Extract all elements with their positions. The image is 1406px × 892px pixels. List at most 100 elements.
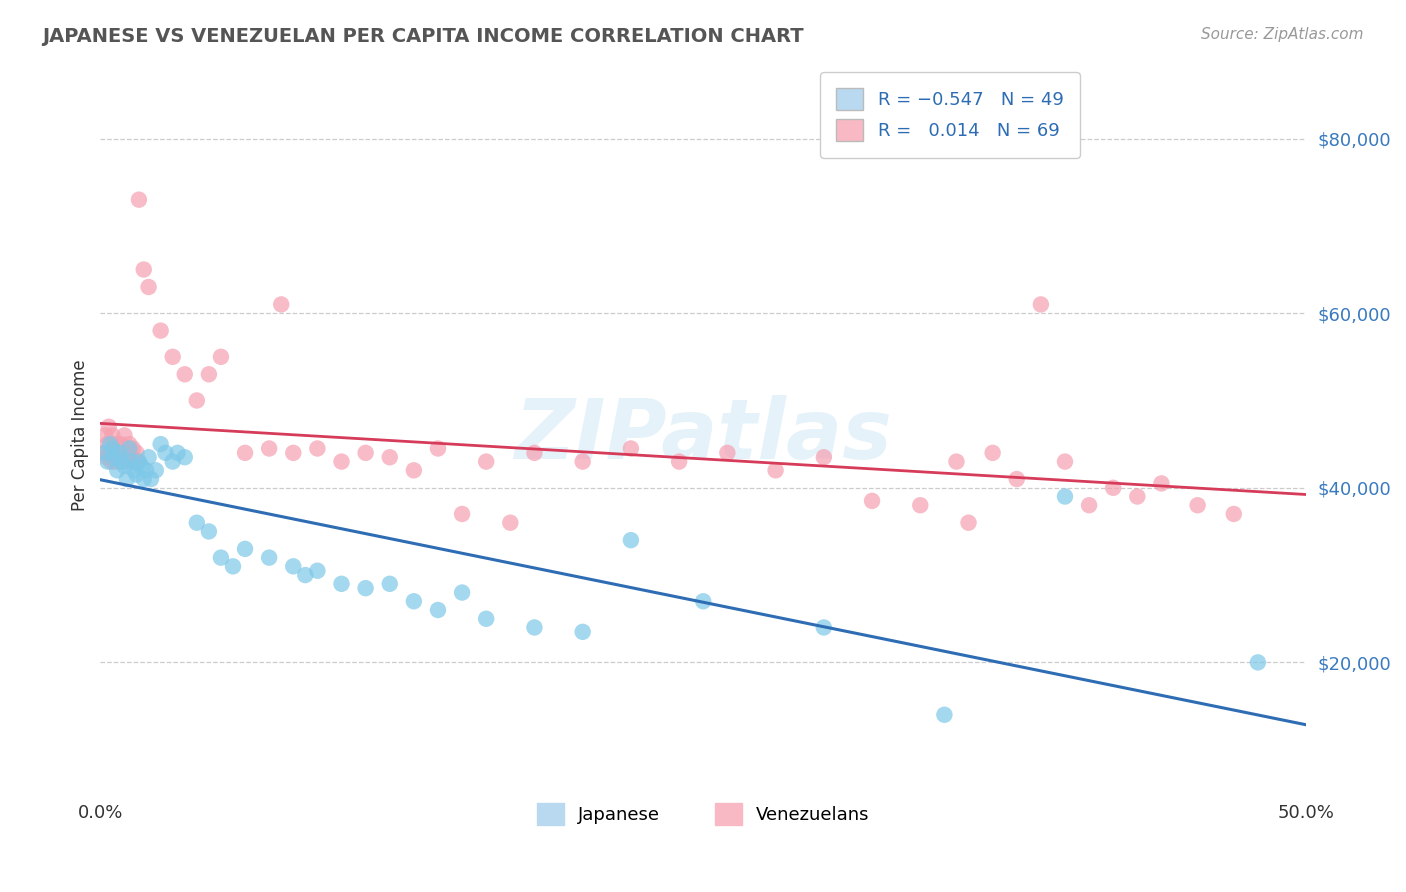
Point [127, 454, 149, 468]
Point [668, 454, 690, 468]
Point [118, 442, 141, 456]
Point [427, 442, 450, 456]
Point [110, 437, 132, 451]
Point [813, 620, 835, 634]
Point [571, 454, 593, 468]
Point [427, 603, 450, 617]
Point [122, 442, 145, 456]
Point [813, 450, 835, 465]
Point [103, 442, 125, 456]
Point [257, 550, 280, 565]
Point [101, 428, 124, 442]
Point [120, 446, 142, 460]
Point [139, 472, 162, 486]
Point [523, 620, 546, 634]
Point [257, 442, 280, 456]
Point [233, 446, 256, 460]
Point [162, 350, 184, 364]
Point [378, 450, 401, 465]
Text: Source: ZipAtlas.com: Source: ZipAtlas.com [1201, 27, 1364, 42]
Legend: Japanese, Venezuelans: Japanese, Venezuelans [527, 795, 879, 834]
Point [118, 437, 141, 451]
Point [1029, 297, 1052, 311]
Point [1102, 481, 1125, 495]
Point [354, 446, 377, 460]
Point [98, 446, 121, 460]
Point [96, 450, 118, 465]
Point [934, 707, 956, 722]
Point [94, 428, 117, 442]
Point [101, 442, 124, 456]
Point [111, 454, 134, 468]
Point [122, 454, 145, 468]
Point [132, 262, 155, 277]
Point [283, 446, 305, 460]
Point [451, 507, 474, 521]
Point [1053, 454, 1076, 468]
Point [114, 458, 136, 473]
Point [1078, 498, 1101, 512]
Point [1150, 476, 1173, 491]
Point [283, 559, 305, 574]
Point [354, 581, 377, 595]
Point [1187, 498, 1209, 512]
Point [402, 463, 425, 477]
Point [186, 393, 208, 408]
Point [149, 324, 172, 338]
Point [121, 454, 143, 468]
Point [1126, 490, 1149, 504]
Point [475, 454, 498, 468]
Point [155, 446, 177, 460]
Point [145, 463, 167, 477]
Point [135, 463, 157, 477]
Point [97, 419, 120, 434]
Point [138, 280, 160, 294]
Point [173, 450, 195, 465]
Point [166, 446, 188, 460]
Point [125, 446, 148, 460]
Point [330, 577, 353, 591]
Point [128, 193, 150, 207]
Point [765, 463, 787, 477]
Point [162, 454, 184, 468]
Point [692, 594, 714, 608]
Point [105, 463, 128, 477]
Point [131, 458, 153, 473]
Point [475, 612, 498, 626]
Point [716, 446, 738, 460]
Text: ZIPatlas: ZIPatlas [515, 395, 893, 476]
Point [402, 594, 425, 608]
Point [114, 428, 136, 442]
Point [910, 498, 932, 512]
Point [378, 577, 401, 591]
Point [451, 585, 474, 599]
Point [93, 446, 115, 460]
Point [198, 368, 221, 382]
Point [1223, 507, 1246, 521]
Point [115, 446, 138, 460]
Point [620, 533, 643, 548]
Point [108, 446, 131, 460]
Point [173, 368, 195, 382]
Point [1005, 472, 1028, 486]
Point [97, 437, 120, 451]
Point [97, 454, 120, 468]
Text: JAPANESE VS VENEZUELAN PER CAPITA INCOME CORRELATION CHART: JAPANESE VS VENEZUELAN PER CAPITA INCOME… [42, 27, 804, 45]
Y-axis label: Per Capita Income: Per Capita Income [72, 359, 89, 511]
Point [100, 454, 122, 468]
Point [620, 442, 643, 456]
Point [149, 437, 172, 451]
Point [112, 446, 135, 460]
Point [233, 541, 256, 556]
Point [121, 454, 143, 468]
Point [125, 467, 148, 482]
Point [104, 454, 127, 468]
Point [981, 446, 1004, 460]
Point [860, 494, 883, 508]
Point [307, 442, 329, 456]
Point [94, 446, 117, 460]
Point [330, 454, 353, 468]
Point [209, 550, 232, 565]
Point [270, 297, 292, 311]
Point [128, 454, 150, 468]
